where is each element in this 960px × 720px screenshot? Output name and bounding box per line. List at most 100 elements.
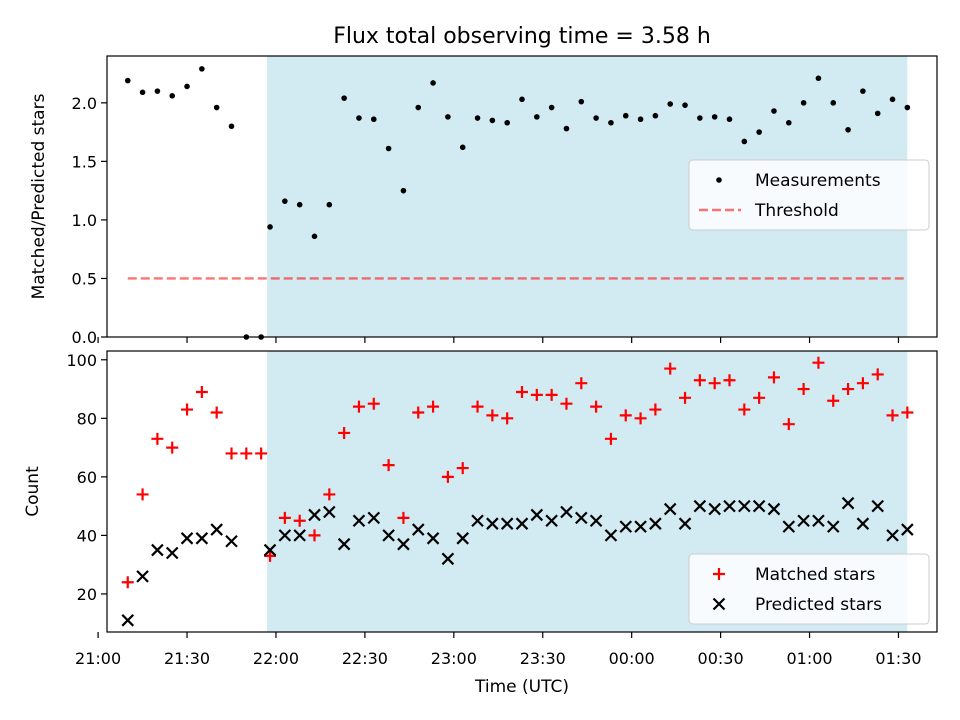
matched-star-point: [604, 432, 617, 445]
predicted-star-point: [308, 508, 321, 522]
legend-box: [688, 553, 930, 625]
predicted-star-point: [382, 529, 395, 542]
measurement-point: [213, 104, 220, 111]
measurement-point: [267, 224, 273, 230]
measurement-point: [199, 66, 205, 72]
measurement-point: [124, 77, 131, 84]
x-tick-label: 23:00: [431, 649, 477, 668]
y-tick-label: 80: [77, 409, 97, 428]
y-axis-label: Matched/Predicted stars: [29, 93, 49, 299]
matched-star-point: [121, 576, 134, 589]
matched-star-point: [382, 459, 395, 472]
measurement-point: [519, 96, 525, 103]
predicted-star-point: [575, 511, 588, 525]
measurement-point: [800, 100, 807, 106]
legend-marker: [712, 597, 726, 611]
matched-star-point: [679, 391, 692, 404]
matched-star-point: [649, 403, 662, 416]
measurement-point: [415, 104, 422, 111]
matched-star-point: [136, 488, 149, 501]
measurement-point: [459, 144, 466, 151]
measurement-point: [139, 89, 146, 96]
ratio-panel: 0.0 0.5 1.0 1.5 2.0 Matched/Predicted stars Me…: [29, 55, 938, 347]
measurement-point: [445, 114, 451, 120]
predicted-star-point: [397, 537, 410, 551]
measurement-point: [741, 138, 748, 145]
predicted-star-point: [589, 514, 603, 528]
measurement-point: [874, 110, 881, 117]
measurement-point: [356, 115, 362, 121]
axes-frame: [106, 350, 938, 633]
measurement-point: [830, 100, 837, 106]
matched-star-point: [264, 549, 277, 562]
matched-star-point: [634, 412, 647, 425]
y-tick-label: 1.5: [72, 152, 97, 171]
measurement-point: [282, 198, 288, 204]
measurement-point: [815, 75, 822, 82]
predicted-star-point: [752, 499, 766, 513]
matched-star-point: [486, 409, 499, 422]
matched-star-point: [723, 374, 736, 387]
matched-star-point: [352, 400, 365, 413]
y-tick-label: 0.0: [72, 328, 97, 347]
predicted-star-point: [180, 532, 194, 545]
predicted-star-point: [649, 517, 662, 530]
matched-star-point: [797, 383, 810, 396]
legend-label: Matched stars: [755, 565, 875, 585]
y-tick-label: 0.5: [72, 269, 97, 288]
matched-star-point: [240, 447, 253, 460]
matched-star-point: [441, 470, 454, 483]
matched-star-point: [501, 412, 514, 425]
matched-star-point: [338, 426, 351, 439]
legend-marker: [716, 177, 722, 183]
matched-star-point: [427, 400, 440, 413]
predicted-star-point: [530, 508, 544, 522]
measurement-point: [385, 145, 392, 152]
measurement-point: [637, 116, 644, 123]
measurement-point: [711, 114, 718, 120]
matched-star-point: [293, 514, 306, 527]
matched-star-point: [767, 371, 780, 384]
measurement-point: [578, 98, 585, 105]
matched-star-point: [530, 388, 543, 401]
predicted-star-point: [441, 552, 455, 566]
matched-star-point: [738, 403, 751, 416]
matched-star-point: [901, 406, 914, 419]
measurement-point: [370, 116, 377, 123]
predicted-star-point: [841, 496, 855, 510]
predicted-star-point: [604, 529, 618, 542]
matched-star-point: [225, 447, 238, 460]
predicted-star-point: [767, 502, 781, 516]
matched-star-point: [842, 383, 855, 396]
measurement-point: [889, 96, 896, 103]
measurement-point: [548, 104, 555, 111]
matched-star-point: [397, 511, 410, 524]
matched-star-point: [560, 397, 573, 410]
measurement-point: [845, 126, 851, 133]
measurement-point: [430, 80, 436, 86]
predicted-star-point: [471, 514, 484, 528]
predicted-star-point: [195, 532, 209, 545]
measurement-point: [400, 187, 407, 194]
measurement-point: [593, 115, 599, 121]
y-tick-label: 40: [77, 526, 97, 545]
matched-star-point: [871, 368, 884, 381]
measurement-point: [785, 119, 792, 126]
x-tick-label: 22:00: [253, 649, 299, 668]
predicted-star-point: [323, 505, 336, 519]
measurement-point: [228, 123, 235, 130]
predicted-star-point: [456, 532, 469, 545]
legend-label: Threshold: [754, 201, 839, 221]
measurement-point: [667, 101, 674, 107]
matched-star-point: [471, 400, 484, 413]
predicted-star-point: [411, 523, 425, 536]
matched-star-point: [545, 388, 558, 401]
matched-star-point: [195, 385, 208, 398]
x-tick-label: 00:30: [698, 649, 744, 668]
measurement-point: [489, 117, 496, 124]
predicted-star-point: [151, 543, 164, 557]
predicted-star-point: [619, 520, 633, 533]
matched-star-point: [575, 377, 588, 390]
predicted-star-point: [263, 543, 277, 557]
measurement-point: [184, 83, 190, 90]
